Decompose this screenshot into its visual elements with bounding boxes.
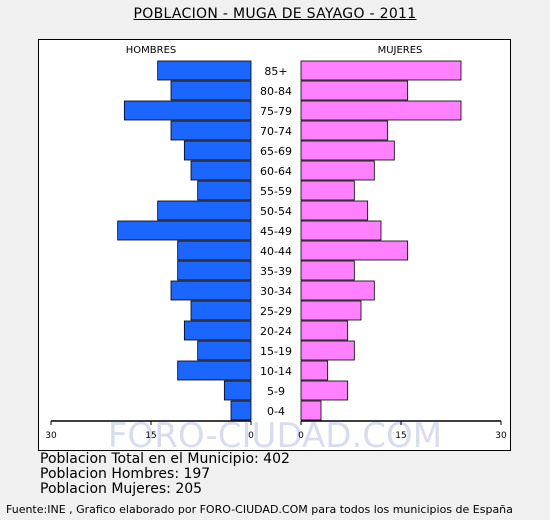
age-label-10-14: 10-14 [260, 365, 292, 378]
chart-frame: FORO-CIUDAD.COM HOMBRES MUJERES 85+ 80-84 75-… [38, 39, 511, 451]
age-label-65-69: 65-69 [260, 145, 292, 158]
summary-hombres: Poblacion Hombres: 197 [40, 466, 211, 482]
bar-mujeres-75-79 [300, 100, 462, 121]
bar-hombres-0-4 [230, 400, 252, 421]
bar-mujeres-0-4 [300, 400, 322, 421]
bar-mujeres-15-19 [300, 340, 355, 361]
bar-mujeres-5-9 [300, 380, 349, 401]
bar-mujeres-35-39 [300, 260, 355, 281]
chart-title: POBLACION - MUGA DE SAYAGO - 2011 [133, 6, 417, 22]
x-tick-mujeres-30-label: 30 [495, 431, 507, 441]
age-label-5-9: 5-9 [267, 385, 285, 398]
bar-hombres-60-64 [190, 160, 252, 181]
age-label-15-19: 15-19 [260, 345, 292, 358]
bar-hombres-40-44 [177, 240, 252, 261]
series-label-mujeres: MUJERES [378, 45, 423, 56]
bar-hombres-80-84 [170, 80, 252, 101]
bar-mujeres-85+ [300, 60, 462, 81]
age-label-30-34: 30-34 [260, 285, 292, 298]
summary-total: Poblacion Total en el Municipio: 402 [40, 451, 290, 467]
x-tick-hombres-0-label: 0 [248, 431, 254, 441]
bar-mujeres-80-84 [300, 80, 409, 101]
x-tick-hombres-15-label: 15 [145, 431, 156, 441]
bar-hombres-20-24 [183, 320, 252, 341]
bar-mujeres-50-54 [300, 200, 369, 221]
bar-hombres-25-29 [190, 300, 252, 321]
bar-hombres-55-59 [197, 180, 252, 201]
summary: Poblacion Total en el Municipio: 402 Pob… [40, 452, 290, 497]
bar-hombres-30-34 [170, 280, 252, 301]
age-label-0-4: 0-4 [267, 405, 285, 418]
age-label-35-39: 35-39 [260, 265, 292, 278]
bar-mujeres-20-24 [300, 320, 349, 341]
age-label-20-24: 20-24 [260, 325, 292, 338]
bar-hombres-65-69 [183, 140, 252, 161]
summary-mujeres: Poblacion Mujeres: 205 [40, 481, 203, 497]
series-label-hombres: HOMBRES [126, 45, 177, 56]
bar-hombres-5-9 [223, 380, 252, 401]
age-label-40-44: 40-44 [260, 245, 292, 258]
age-label-75-79: 75-79 [260, 105, 292, 118]
age-label-55-59: 55-59 [260, 185, 292, 198]
bar-mujeres-30-34 [300, 280, 375, 301]
age-label-25-29: 25-29 [260, 305, 292, 318]
bar-mujeres-40-44 [300, 240, 409, 261]
x-tick-hombres-30-label: 30 [45, 431, 57, 441]
age-label-50-54: 50-54 [260, 205, 292, 218]
bar-hombres-75-79 [123, 100, 252, 121]
bar-hombres-35-39 [177, 260, 252, 281]
bar-hombres-45-49 [117, 220, 252, 241]
bar-mujeres-55-59 [300, 180, 355, 201]
bar-mujeres-65-69 [300, 140, 395, 161]
age-label-80-84: 80-84 [260, 85, 292, 98]
bar-mujeres-25-29 [300, 300, 362, 321]
bar-mujeres-60-64 [300, 160, 375, 181]
bar-hombres-50-54 [157, 200, 252, 221]
bar-mujeres-45-49 [300, 220, 382, 241]
footer-source: Fuente:INE , Grafico elaborado por FORO-… [6, 503, 513, 516]
x-tick-mujeres-0-label: 0 [298, 431, 304, 441]
bar-hombres-70-74 [170, 120, 252, 141]
bar-hombres-15-19 [197, 340, 252, 361]
bar-hombres-85+ [157, 60, 252, 81]
age-label-85+: 85+ [264, 65, 287, 78]
bar-mujeres-10-14 [300, 360, 329, 381]
bar-mujeres-70-74 [300, 120, 389, 141]
age-label-45-49: 45-49 [260, 225, 292, 238]
age-label-70-74: 70-74 [260, 125, 292, 138]
age-label-60-64: 60-64 [260, 165, 292, 178]
x-tick-mujeres-15-label: 15 [395, 431, 406, 441]
bar-hombres-10-14 [177, 360, 252, 381]
